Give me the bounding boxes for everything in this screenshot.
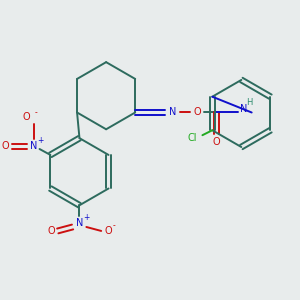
- Text: N: N: [30, 141, 37, 151]
- Text: O: O: [1, 141, 9, 151]
- Text: O: O: [212, 137, 220, 147]
- Text: O: O: [104, 226, 112, 236]
- Text: -: -: [113, 221, 116, 230]
- Text: H: H: [247, 98, 253, 107]
- Text: N: N: [240, 103, 247, 113]
- Text: Cl: Cl: [188, 133, 197, 143]
- Text: O: O: [47, 226, 55, 236]
- Text: -: -: [34, 108, 37, 117]
- Text: +: +: [38, 136, 44, 145]
- Text: O: O: [23, 112, 31, 122]
- Text: +: +: [83, 213, 90, 222]
- Text: N: N: [169, 107, 176, 118]
- Text: N: N: [76, 218, 83, 228]
- Text: O: O: [194, 107, 201, 118]
